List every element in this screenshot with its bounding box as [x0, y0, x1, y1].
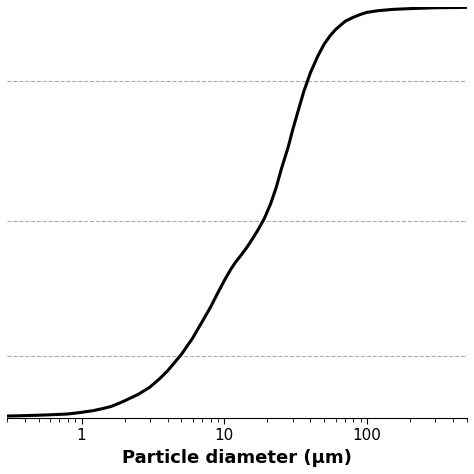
X-axis label: Particle diameter (μm): Particle diameter (μm): [122, 449, 352, 467]
